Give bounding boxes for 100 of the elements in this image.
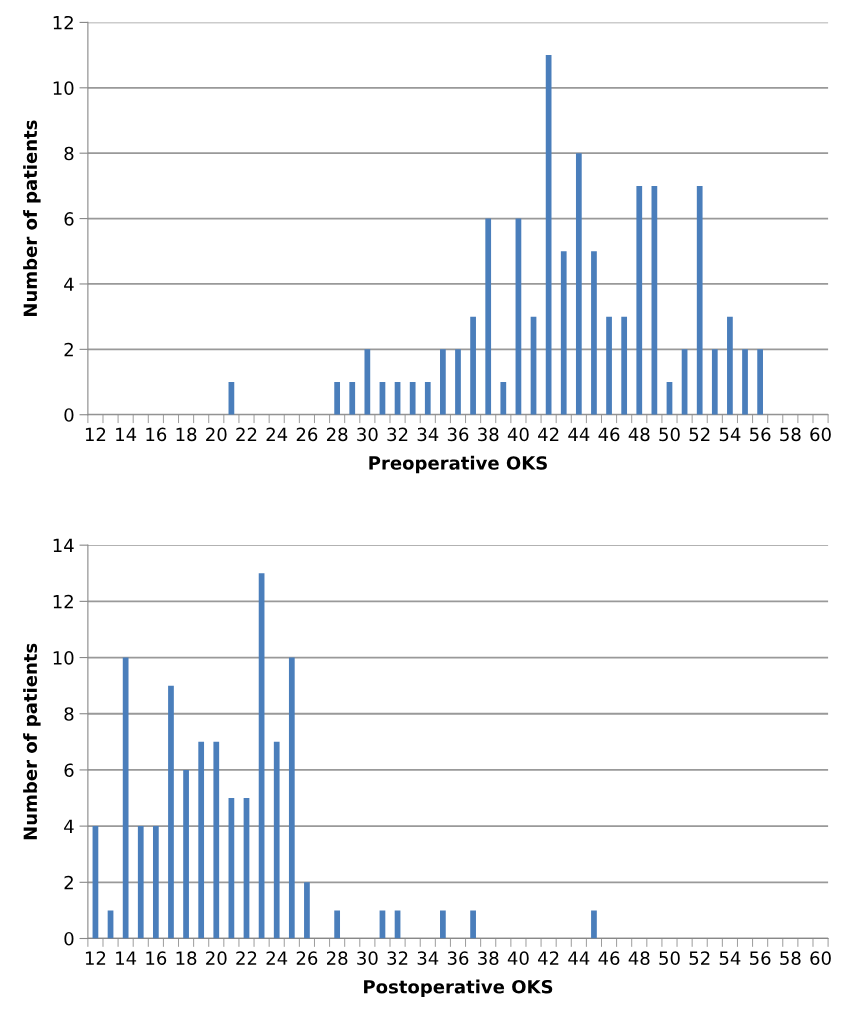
x-tick-label: 28 bbox=[326, 427, 348, 442]
x-tick-label: 52 bbox=[689, 951, 710, 965]
bar bbox=[485, 218, 492, 415]
bar bbox=[455, 349, 461, 415]
x-tick-label: 34 bbox=[417, 951, 439, 965]
x-tick-label: 36 bbox=[447, 427, 469, 442]
x-tick-label: 60 bbox=[810, 951, 831, 965]
bar bbox=[560, 251, 567, 415]
x-tick-label: 24 bbox=[266, 427, 288, 441]
y-tick-label: 2 bbox=[64, 875, 73, 890]
bar bbox=[440, 910, 446, 939]
bar bbox=[152, 826, 159, 939]
bar bbox=[470, 910, 476, 939]
x-tick-label: 34 bbox=[417, 427, 439, 442]
bar bbox=[183, 769, 189, 939]
x-tick-label: 32 bbox=[387, 951, 408, 965]
x-tick-label: 12 bbox=[85, 951, 106, 965]
x-tick-label: 20 bbox=[206, 951, 227, 965]
y-tick-label: 6 bbox=[64, 763, 74, 778]
x-tick-label: 14 bbox=[116, 427, 137, 441]
y-tick-label: 10 bbox=[53, 651, 74, 665]
bar bbox=[198, 741, 205, 939]
x-tick-label: 22 bbox=[236, 427, 257, 441]
x-tick-label: 16 bbox=[146, 951, 167, 965]
x-tick-label: 58 bbox=[780, 427, 801, 442]
bar bbox=[304, 882, 310, 939]
x-tick-label: 58 bbox=[780, 951, 801, 965]
y-tick-label: 8 bbox=[64, 707, 74, 721]
y-axis-title: Number of patients bbox=[23, 643, 41, 840]
bar bbox=[364, 349, 371, 415]
x-tick-label: 60 bbox=[810, 427, 831, 442]
x-tick-label: 42 bbox=[538, 427, 559, 441]
x-tick-label: 40 bbox=[507, 951, 529, 965]
y-tick-label: 4 bbox=[64, 277, 74, 291]
x-tick-label: 54 bbox=[719, 951, 741, 965]
x-tick-label: 28 bbox=[326, 951, 348, 965]
x-tick-label: 44 bbox=[568, 427, 590, 441]
x-tick-label: 38 bbox=[478, 427, 499, 442]
bar bbox=[470, 316, 476, 415]
x-tick-label: 56 bbox=[750, 427, 771, 442]
x-tick-label: 36 bbox=[447, 951, 469, 965]
x-tick-label: 14 bbox=[116, 951, 137, 965]
x-tick-label: 40 bbox=[507, 427, 529, 442]
x-tick-label: 44 bbox=[568, 951, 590, 965]
x-axis-title: Preoperative OKS bbox=[369, 455, 547, 474]
bar bbox=[621, 316, 628, 415]
bar bbox=[273, 741, 280, 939]
y-tick-label: 14 bbox=[53, 538, 74, 553]
bar bbox=[334, 382, 341, 415]
bar bbox=[288, 657, 295, 939]
x-tick-label: 42 bbox=[538, 951, 559, 965]
y-tick-label: 4 bbox=[64, 819, 74, 833]
bar bbox=[591, 910, 597, 939]
bar bbox=[122, 657, 129, 939]
x-tick-label: 18 bbox=[176, 427, 197, 442]
x-tick-label: 18 bbox=[176, 951, 197, 965]
x-tick-label: 22 bbox=[236, 951, 257, 965]
x-tick-label: 56 bbox=[750, 951, 771, 965]
x-tick-label: 16 bbox=[146, 427, 167, 442]
bar bbox=[334, 910, 341, 939]
bar bbox=[213, 741, 220, 939]
x-tick-label: 50 bbox=[659, 951, 680, 965]
bar bbox=[591, 251, 597, 415]
x-tick-label: 48 bbox=[628, 951, 650, 965]
bar bbox=[606, 316, 612, 415]
x-tick-label: 50 bbox=[659, 427, 680, 442]
x-tick-label: 52 bbox=[689, 427, 710, 442]
bar bbox=[409, 382, 416, 415]
x-tick-label: 12 bbox=[85, 427, 106, 441]
bar bbox=[440, 349, 446, 415]
bar bbox=[711, 349, 718, 415]
bar bbox=[742, 349, 748, 415]
bar bbox=[137, 826, 144, 939]
bar bbox=[575, 153, 582, 415]
x-tick-label: 24 bbox=[266, 951, 288, 965]
bar bbox=[168, 685, 174, 939]
bar bbox=[500, 382, 507, 415]
y-tick-label: 0 bbox=[64, 408, 74, 422]
x-tick-label: 30 bbox=[357, 427, 378, 442]
x-tick-label: 54 bbox=[719, 427, 741, 442]
x-tick-label: 46 bbox=[598, 427, 620, 442]
y-tick-label: 2 bbox=[64, 342, 73, 357]
x-tick-label: 26 bbox=[296, 951, 318, 965]
bar bbox=[696, 185, 703, 415]
y-tick-label: 0 bbox=[64, 931, 74, 946]
y-axis-title: Number of patients bbox=[23, 120, 41, 316]
y-tick-label: 12 bbox=[53, 594, 73, 609]
bar bbox=[727, 316, 733, 415]
x-tick-label: 26 bbox=[296, 427, 318, 442]
x-axis-title: Postoperative OKS bbox=[364, 979, 553, 998]
x-tick-label: 38 bbox=[478, 951, 499, 965]
bar bbox=[424, 382, 431, 415]
bar bbox=[757, 349, 763, 415]
bar bbox=[349, 382, 356, 415]
x-tick-label: 46 bbox=[598, 951, 620, 965]
y-tick-label: 12 bbox=[53, 15, 73, 30]
x-tick-label: 48 bbox=[628, 427, 650, 442]
bar bbox=[636, 185, 643, 415]
y-tick-label: 6 bbox=[64, 212, 74, 226]
x-tick-label: 32 bbox=[387, 427, 408, 442]
